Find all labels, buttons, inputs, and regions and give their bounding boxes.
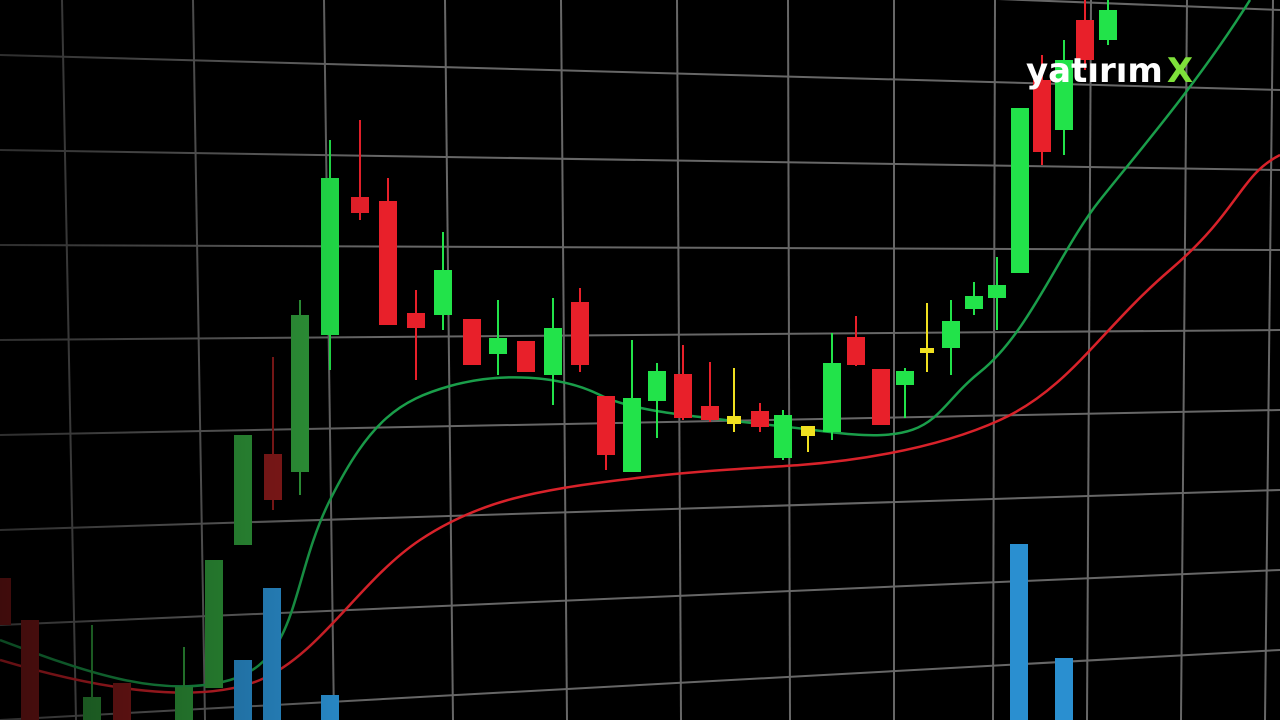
logo-mark: X (1167, 51, 1193, 91)
logo-text: yatırım X (1026, 51, 1193, 91)
logo: yatırım X (1026, 51, 1193, 91)
logo-word: yatırım (1026, 51, 1163, 91)
